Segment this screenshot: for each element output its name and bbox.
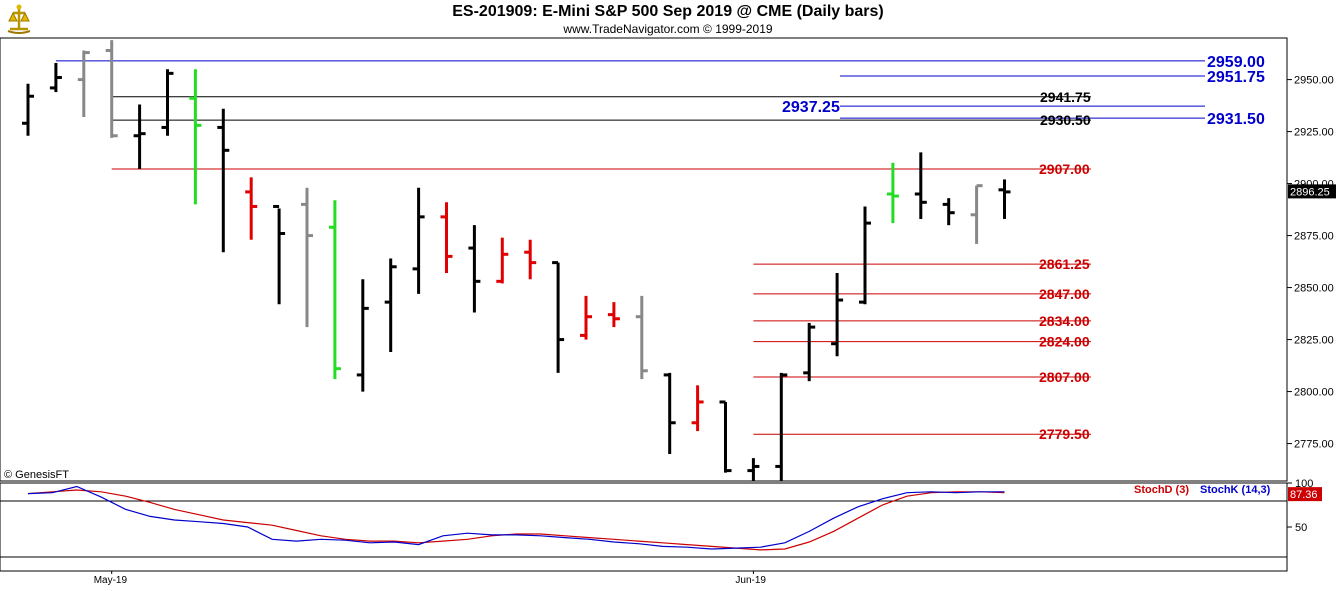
title-bar: ES-201909: E-Mini S&P 500 Sep 2019 @ CME…: [0, 0, 1336, 38]
ohlc-bar: [161, 69, 174, 136]
chart-subtitle: www.TradeNavigator.com © 1999-2019: [563, 22, 773, 36]
red-level-label: 2907.00: [1039, 161, 1090, 177]
legend-stochk: StochK (14,3): [1200, 484, 1271, 496]
ohlc-bar: [719, 400, 732, 473]
ohlc-bar: [468, 225, 481, 313]
black-level-label: 2941.75: [1040, 89, 1091, 105]
price-axis-label: 2775.00: [1294, 439, 1334, 451]
red-level-label: 2824.00: [1039, 334, 1090, 350]
price-panel: [0, 37, 1288, 482]
price-axis-label: 2850.00: [1294, 283, 1334, 295]
stoch-axis-label: 50: [1295, 522, 1307, 534]
ohlc-bar: [998, 179, 1011, 219]
ohlc-bar: [412, 187, 425, 294]
ohlc-bar: [859, 206, 871, 305]
ohlc-bar: [328, 200, 341, 380]
price-axis-label: 2925.00: [1294, 127, 1334, 139]
last-price-badge: [1288, 184, 1336, 199]
ohlc-bar: [691, 385, 704, 432]
ohlc-bar: [747, 458, 760, 481]
ohlc-bar: [970, 184, 983, 244]
stoch-series-line: [27, 489, 1005, 551]
legend-stochd: StochD (3): [1134, 484, 1189, 496]
stoch-axis-label: 100: [1295, 478, 1313, 490]
chart-title: ES-201909: E-Mini S&P 500 Sep 2019 @ CME…: [452, 3, 884, 20]
ohlc-bar: [663, 372, 676, 454]
ohlc-bar: [22, 83, 34, 136]
navigator-logo-icon: [4, 3, 34, 35]
ohlc-bar: [301, 187, 313, 328]
ohlc-bar: [273, 204, 286, 305]
ohlc-bar: [607, 302, 620, 328]
ohlc-bar: [245, 177, 258, 240]
price-axis-label: 2825.00: [1294, 335, 1334, 347]
red-level-label: 2847.00: [1039, 286, 1090, 302]
copyright-label: © GenesisFT: [4, 469, 69, 481]
ohlc-bar: [496, 237, 509, 284]
blue-level-label: 2959.00: [1207, 54, 1265, 71]
stochastic-panel: [0, 482, 1288, 572]
ohlc-bar: [775, 372, 788, 481]
price-axis-label: 2875.00: [1294, 231, 1334, 243]
ohlc-bar: [49, 62, 62, 93]
ohlc-bar: [886, 162, 899, 224]
ohlc-bar: [942, 198, 955, 226]
stoch-last-badge: [1288, 487, 1322, 502]
ohlc-bar: [831, 273, 844, 357]
stoch-series-line: [27, 485, 1005, 550]
ohlc-bar: [384, 258, 397, 353]
ohlc-bar: [440, 202, 453, 274]
red-level-label: 2779.50: [1039, 426, 1090, 442]
ohlc-bar: [580, 295, 592, 340]
date-axis-label: Jun-19: [735, 575, 766, 586]
ohlc-bar: [356, 279, 369, 392]
red-level-label: 2861.25: [1039, 256, 1090, 272]
ohlc-bar: [524, 239, 537, 280]
ohlc-bar: [77, 50, 90, 118]
price-axis-label: 2950.00: [1294, 75, 1334, 87]
black-level-label: 2930.50: [1040, 112, 1091, 128]
blue-level-label: 2951.75: [1207, 69, 1265, 86]
ohlc-bar: [217, 108, 230, 253]
ohlc-bar: [189, 69, 202, 205]
ohlc-bar: [105, 40, 118, 138]
date-axis-label: May-19: [94, 575, 128, 586]
blue-level-label: 2937.25: [782, 99, 840, 116]
ohlc-bar: [552, 261, 565, 373]
ohlc-bar: [133, 104, 146, 170]
red-level-label: 2834.00: [1039, 313, 1090, 329]
last-price-label: 2896.25: [1290, 186, 1330, 198]
red-level-label: 2807.00: [1039, 369, 1090, 385]
ohlc-bar: [914, 152, 927, 219]
ohlc-bar: [803, 322, 816, 382]
ohlc-bar: [635, 295, 648, 380]
price-axis-label: 2800.00: [1294, 387, 1334, 399]
stoch-last-label: 87.36: [1290, 489, 1318, 501]
blue-level-label: 2931.50: [1207, 111, 1265, 128]
